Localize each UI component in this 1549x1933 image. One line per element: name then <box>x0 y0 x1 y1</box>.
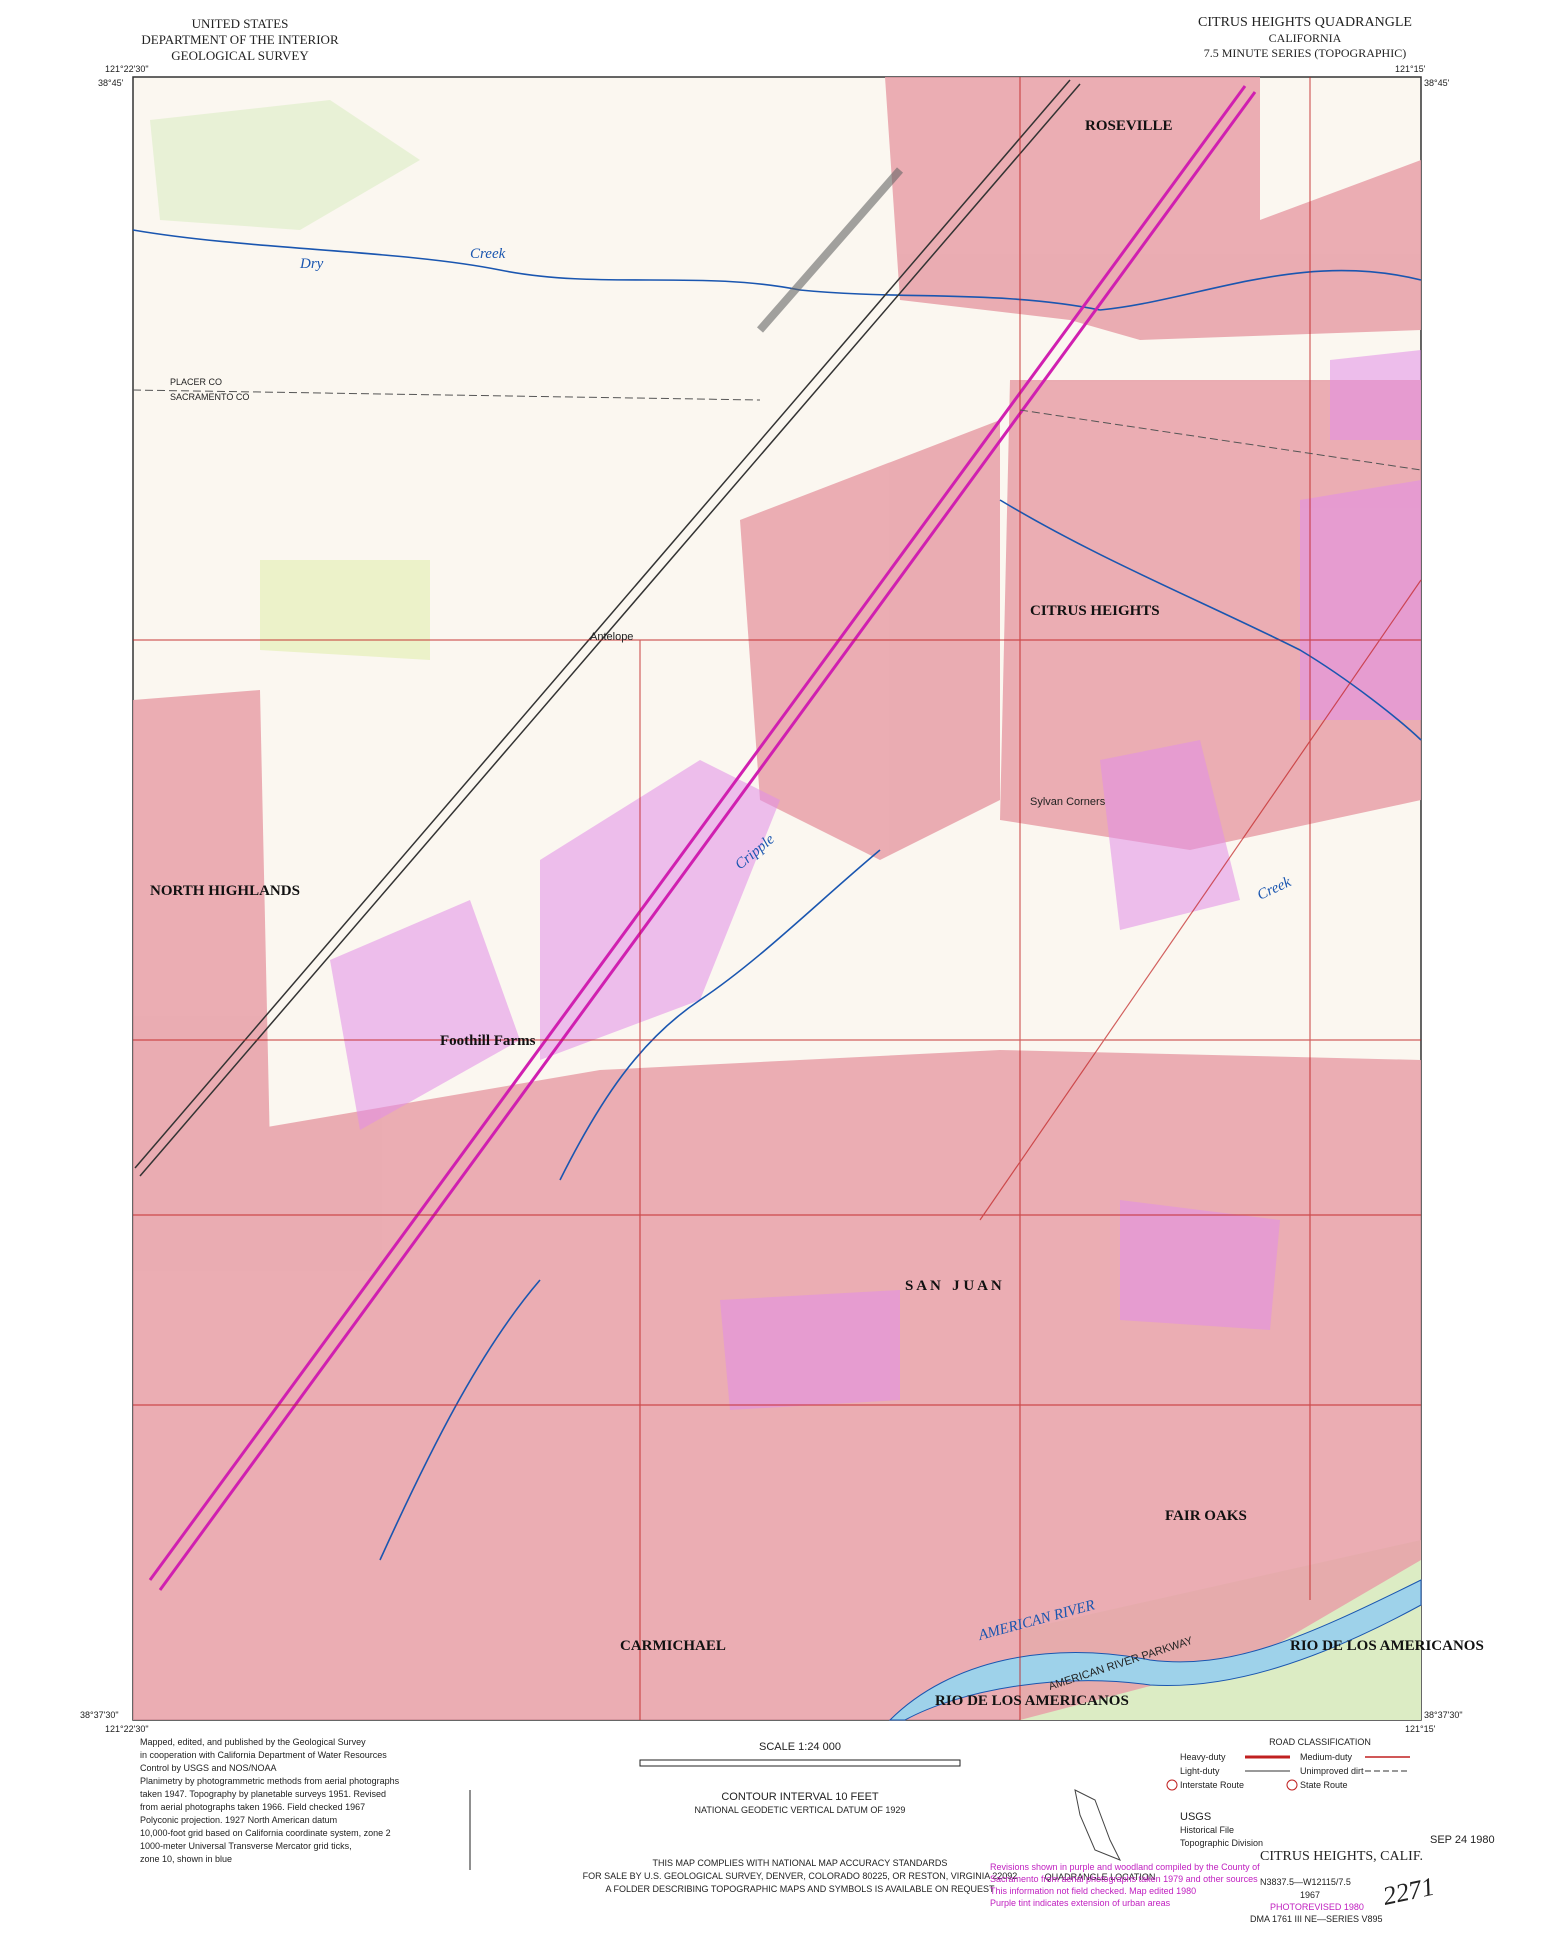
revision-note: Purple tint indicates extension of urban… <box>990 1898 1171 1908</box>
corner-coordinates: 121°22'30" 38°45' 121°15' 38°45' 38°37'3… <box>80 64 1463 1734</box>
map-body: ROSEVILLE CITRUS HEIGHTS NORTH HIGHLANDS… <box>132 76 1484 1721</box>
county-label: SACRAMENTO CO <box>170 392 249 402</box>
place-label: NORTH HIGHLANDS <box>150 883 300 899</box>
sheet-name: CITRUS HEIGHTS, CALIF. <box>1260 1849 1423 1864</box>
header: UNITED STATES DEPARTMENT OF THE INTERIOR… <box>141 15 1412 63</box>
accuracy: THIS MAP COMPLIES WITH NATIONAL MAP ACCU… <box>653 1858 948 1868</box>
creek-label: Creek <box>470 246 506 262</box>
place-label: Foothill Farms <box>440 1033 536 1049</box>
place-label: Antelope <box>590 631 633 643</box>
coordinate: 121°22'30" <box>105 64 149 74</box>
credit-line: Mapped, edited, and published by the Geo… <box>140 1737 366 1747</box>
coordinate: 121°15' <box>1405 1724 1436 1734</box>
road-class: Light-duty <box>1180 1766 1220 1776</box>
coordinate: 38°37'30" <box>80 1710 119 1720</box>
quad-title: CITRUS HEIGHTS QUADRANGLE <box>1198 15 1412 30</box>
accuracy: A FOLDER DESCRIBING TOPOGRAPHIC MAPS AND… <box>606 1884 995 1894</box>
coordinate: 121°15' <box>1395 64 1426 74</box>
coordinate: 38°45' <box>98 78 124 88</box>
credit-line: 1000-meter Universal Transverse Mercator… <box>140 1841 352 1851</box>
usgs: Topographic Division <box>1180 1838 1263 1848</box>
agency: UNITED STATES <box>192 16 289 31</box>
state: CALIFORNIA <box>1269 31 1342 45</box>
creeks <box>132 229 1422 1561</box>
county-label: PLACER CO <box>170 377 222 387</box>
ref: N3837.5—W12115/7.5 <box>1260 1877 1351 1887</box>
place-label: S A N J U A N <box>905 1278 1002 1294</box>
credit-line: in cooperation with California Departmen… <box>140 1750 387 1760</box>
credit-line: 10,000-foot grid based on California coo… <box>140 1828 391 1838</box>
place-label: CARMICHAEL <box>620 1638 726 1654</box>
revision-note: This information not field checked. Map … <box>990 1886 1196 1896</box>
year: 1967 <box>1300 1890 1320 1900</box>
agency: GEOLOGICAL SURVEY <box>171 48 309 63</box>
revision-note: Revisions shown in purple and woodland c… <box>990 1862 1260 1872</box>
route-symbol <box>1286 1779 1298 1791</box>
woodland <box>150 100 420 230</box>
usgs: USGS <box>1180 1811 1211 1823</box>
credit-line: from aerial photographs taken 1966. Fiel… <box>140 1802 365 1812</box>
accuracy: FOR SALE BY U.S. GEOLOGICAL SURVEY, DENV… <box>583 1871 1018 1881</box>
woodland <box>260 560 430 660</box>
datum: NATIONAL GEODETIC VERTICAL DATUM OF 1929 <box>695 1805 906 1815</box>
scale-bar <box>639 1759 961 1767</box>
credit-line: Polyconic projection. 1927 North America… <box>140 1815 337 1825</box>
photorevised: PHOTOREVISED 1980 <box>1270 1902 1364 1912</box>
agency: DEPARTMENT OF THE INTERIOR <box>141 32 339 47</box>
road-classification: ROAD CLASSIFICATION <box>1269 1737 1371 1747</box>
stamp: SEP 24 1980 <box>1430 1834 1495 1846</box>
roads <box>133 77 1422 1720</box>
dma: DMA 1761 III NE—SERIES V895 <box>1250 1914 1383 1924</box>
california-outline <box>1074 1789 1122 1861</box>
quadrangle-location: QUADRANGLE LOCATION <box>1045 1872 1156 1882</box>
road-class: Interstate Route <box>1180 1780 1244 1790</box>
creek-label: Dry <box>299 256 324 272</box>
road-class: Medium-duty <box>1300 1752 1353 1762</box>
credit-line: zone 10, shown in blue <box>140 1854 232 1864</box>
freeway <box>148 85 1257 1591</box>
purple-revision-areas <box>330 350 1421 1410</box>
series: 7.5 MINUTE SERIES (TOPOGRAPHIC) <box>1204 46 1406 60</box>
route-symbol <box>1166 1779 1178 1791</box>
contour-interval: CONTOUR INTERVAL 10 FEET <box>721 1791 879 1803</box>
county-line <box>132 389 1422 471</box>
place-label: RIO DE LOS AMERICANOS <box>935 1693 1129 1709</box>
credit-line: Control by USGS and NOS/NOAA <box>140 1763 277 1773</box>
place-label: CITRUS HEIGHTS <box>1030 603 1160 619</box>
road-class: Unimproved dirt <box>1300 1766 1364 1776</box>
road-class: State Route <box>1300 1780 1348 1790</box>
road-class: Heavy-duty <box>1180 1752 1226 1762</box>
place-label: RIO DE LOS AMERICANOS <box>1290 1638 1484 1654</box>
credit-line: taken 1947. Topography by planetable sur… <box>140 1789 386 1799</box>
coordinate: 38°37'30" <box>1424 1710 1463 1720</box>
river <box>888 1579 1422 1721</box>
place-label: FAIR OAKS <box>1165 1508 1247 1524</box>
place-label: ROSEVILLE <box>1085 118 1173 134</box>
coordinate: 121°22'30" <box>105 1724 149 1734</box>
railroad <box>134 79 1081 1177</box>
revision-note: Sacramento from aerial photographs taken… <box>990 1874 1258 1884</box>
usgs: Historical File <box>1180 1825 1234 1835</box>
scale: SCALE 1:24 000 <box>759 1741 841 1753</box>
footer: Mapped, edited, and published by the Geo… <box>140 1737 1495 1924</box>
credit-line: Planimetry by photogrammetric methods fr… <box>140 1776 400 1786</box>
place-label: Sylvan Corners <box>1030 796 1106 808</box>
coordinate: 38°45' <box>1424 78 1450 88</box>
